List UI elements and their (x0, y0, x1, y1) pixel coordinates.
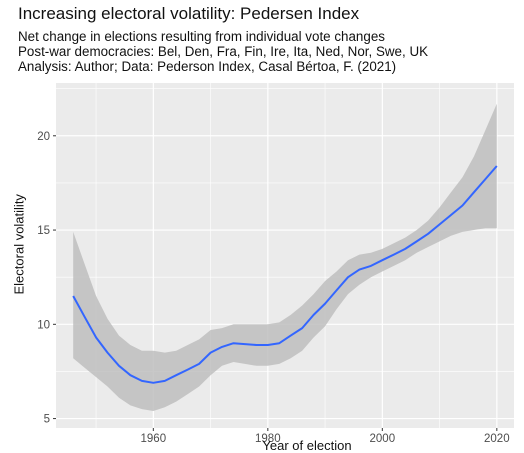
x-tick-label: 1960 (141, 433, 167, 445)
confidence-band (73, 103, 497, 411)
y-tick-label: 20 (37, 131, 50, 143)
y-axis-label: Electoral volatility (11, 194, 27, 295)
x-axis: 1960 1980 2000 2020 (141, 428, 510, 445)
x-axis-label: Year of election (262, 438, 352, 453)
x-tick-label: 1980 (255, 433, 281, 445)
x-tick-label: 2000 (370, 433, 396, 445)
chart-subtitle-line-2: Post-war democracies: Bel, Den, Fra, Fin… (18, 44, 429, 59)
y-axis: 5 10 15 20 (37, 131, 56, 426)
y-tick-label: 15 (37, 225, 50, 237)
y-tick-label: 10 (37, 319, 50, 331)
chart-title: Increasing electoral volatility: Pederse… (18, 4, 360, 23)
y-tick-label: 5 (44, 414, 50, 426)
x-tick-label: 2020 (484, 433, 510, 445)
chart-subtitle-line-1: Net change in elections resulting from i… (18, 29, 385, 44)
chart-subtitle-line-3: Analysis: Author; Data: Pederson Index, … (18, 59, 397, 74)
trend-line (72, 165, 498, 384)
